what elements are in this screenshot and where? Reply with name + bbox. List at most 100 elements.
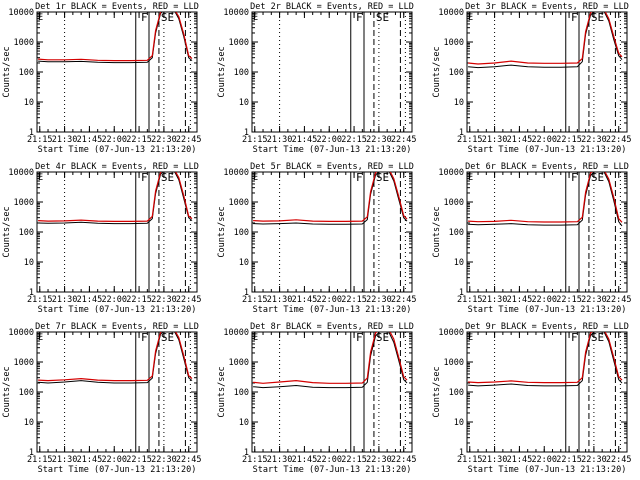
y-tick-label: 10 <box>454 418 464 428</box>
chart-panel-3: Det 3r BLACK = Events, RED = LLD Counts/s… <box>432 2 632 155</box>
x-tick-label: 22:00 <box>316 295 342 305</box>
plot-frame <box>36 11 198 133</box>
x-tick-label: 21:15 <box>457 295 483 305</box>
chart-title: Det 4r BLACK = Events, RED = LLD <box>35 162 199 172</box>
y-axis-label: Counts/sec <box>432 206 442 257</box>
x-tick-label: 21:45 <box>77 455 103 465</box>
chart-title: Det 8r BLACK = Events, RED = LLD <box>250 322 414 332</box>
y-axis-label: Counts/sec <box>432 366 442 417</box>
x-tick-label: 22:30 <box>581 135 607 145</box>
start-marker-label: E <box>38 13 43 23</box>
x-tick-label: 22:15 <box>341 135 367 145</box>
y-tick-label: 10 <box>454 98 464 108</box>
x-tick-label: 21:45 <box>77 295 103 305</box>
chart-title: Det 6r BLACK = Events, RED = LLD <box>465 162 629 172</box>
y-tick-label: 100 <box>234 68 249 78</box>
x-tick-label: 22:45 <box>176 135 202 145</box>
annotation-se: SE <box>376 331 389 344</box>
start-marker-label: E <box>468 333 473 343</box>
x-tick-label: 22:15 <box>126 295 152 305</box>
start-marker-label: E <box>253 13 258 23</box>
y-axis-label: Counts/sec <box>2 46 12 97</box>
plot-frame <box>466 171 628 293</box>
start-marker-label: E <box>253 173 258 183</box>
y-tick-label: 10000 <box>8 328 34 338</box>
plot-frame <box>36 171 198 293</box>
series-lld <box>38 172 193 222</box>
annotation-f: F <box>356 331 363 344</box>
y-tick-label: 1 <box>459 128 464 138</box>
x-tick-label: 21:15 <box>242 295 268 305</box>
y-tick-label: 1000 <box>229 38 249 48</box>
y-tick-label: 10 <box>239 258 249 268</box>
chart-title: Det 5r BLACK = Events, RED = LLD <box>250 162 414 172</box>
x-tick-label: 21:15 <box>27 295 53 305</box>
x-tick-label: 22:00 <box>101 455 127 465</box>
y-tick-label: 1 <box>244 448 249 458</box>
y-tick-label: 100 <box>19 388 34 398</box>
y-tick-label: 100 <box>449 228 464 238</box>
x-tick-label: 22:00 <box>531 295 557 305</box>
x-tick-label: 21:15 <box>457 135 483 145</box>
x-tick-label: 21:30 <box>52 455 78 465</box>
x-tick-label: 21:45 <box>292 455 318 465</box>
chart-title: Det 1r BLACK = Events, RED = LLD <box>35 2 199 12</box>
series-lld <box>38 12 193 62</box>
x-tick-label: 22:45 <box>391 295 417 305</box>
y-tick-label: 10 <box>454 258 464 268</box>
x-tick-label: 22:45 <box>606 295 632 305</box>
series-events <box>468 172 623 227</box>
annotation-f: F <box>356 171 363 184</box>
annotation-se: SE <box>161 11 174 24</box>
annotation-f: F <box>356 11 363 24</box>
y-tick-label: 10000 <box>438 8 464 18</box>
y-tick-label: 10000 <box>438 168 464 178</box>
y-tick-label: 10000 <box>8 8 34 18</box>
annotation-se: SE <box>591 171 604 184</box>
y-tick-label: 1000 <box>14 358 34 368</box>
x-tick-label: 22:15 <box>126 455 152 465</box>
x-tick-label: 21:45 <box>77 135 103 145</box>
x-tick-label: 21:30 <box>482 295 508 305</box>
chart-title: Det 9r BLACK = Events, RED = LLD <box>465 322 629 332</box>
y-axis-label: Counts/sec <box>2 206 12 257</box>
x-tick-label: 21:30 <box>52 295 78 305</box>
y-tick-label: 10000 <box>223 168 249 178</box>
x-tick-label: 21:30 <box>482 135 508 145</box>
chart-panel-8: Det 8r BLACK = Events, RED = LLD Counts/s… <box>217 322 417 475</box>
x-tick-label: 22:15 <box>126 135 152 145</box>
plot-frame <box>466 331 628 453</box>
x-tick-label: 22:15 <box>556 295 582 305</box>
y-tick-label: 10 <box>24 258 34 268</box>
x-tick-label: 22:15 <box>556 135 582 145</box>
x-tick-label: 22:15 <box>341 455 367 465</box>
chart-panel-9: Det 9r BLACK = Events, RED = LLD Counts/s… <box>432 322 632 475</box>
series-events <box>38 332 193 384</box>
y-tick-label: 10 <box>239 98 249 108</box>
annotation-se: SE <box>591 11 604 24</box>
y-tick-label: 100 <box>19 228 34 238</box>
annotation-f: F <box>141 331 148 344</box>
y-axis-label: Counts/sec <box>217 366 227 417</box>
chart-title: Det 2r BLACK = Events, RED = LLD <box>250 2 414 12</box>
y-axis-label: Counts/sec <box>432 46 442 97</box>
x-tick-label: 21:30 <box>482 455 508 465</box>
annotation-f: F <box>571 11 578 24</box>
x-axis-label: Start Time (07-Jun-13 21:13:20) <box>38 305 197 315</box>
chart-panel-1: Det 1r BLACK = Events, RED = LLD Counts/s… <box>2 2 202 155</box>
series-lld <box>38 332 193 382</box>
series-lld <box>253 172 408 222</box>
y-tick-label: 1 <box>29 448 34 458</box>
x-tick-label: 22:00 <box>316 455 342 465</box>
x-tick-label: 21:30 <box>267 455 293 465</box>
x-tick-label: 22:45 <box>391 455 417 465</box>
x-tick-label: 21:15 <box>457 455 483 465</box>
x-tick-label: 21:30 <box>52 135 78 145</box>
annotation-f: F <box>571 331 578 344</box>
x-tick-label: 22:45 <box>176 295 202 305</box>
y-tick-label: 100 <box>234 228 249 238</box>
x-axis-label: Start Time (07-Jun-13 21:13:20) <box>253 465 412 475</box>
y-tick-label: 1000 <box>229 358 249 368</box>
y-tick-label: 1 <box>244 288 249 298</box>
x-tick-label: 21:45 <box>507 455 533 465</box>
